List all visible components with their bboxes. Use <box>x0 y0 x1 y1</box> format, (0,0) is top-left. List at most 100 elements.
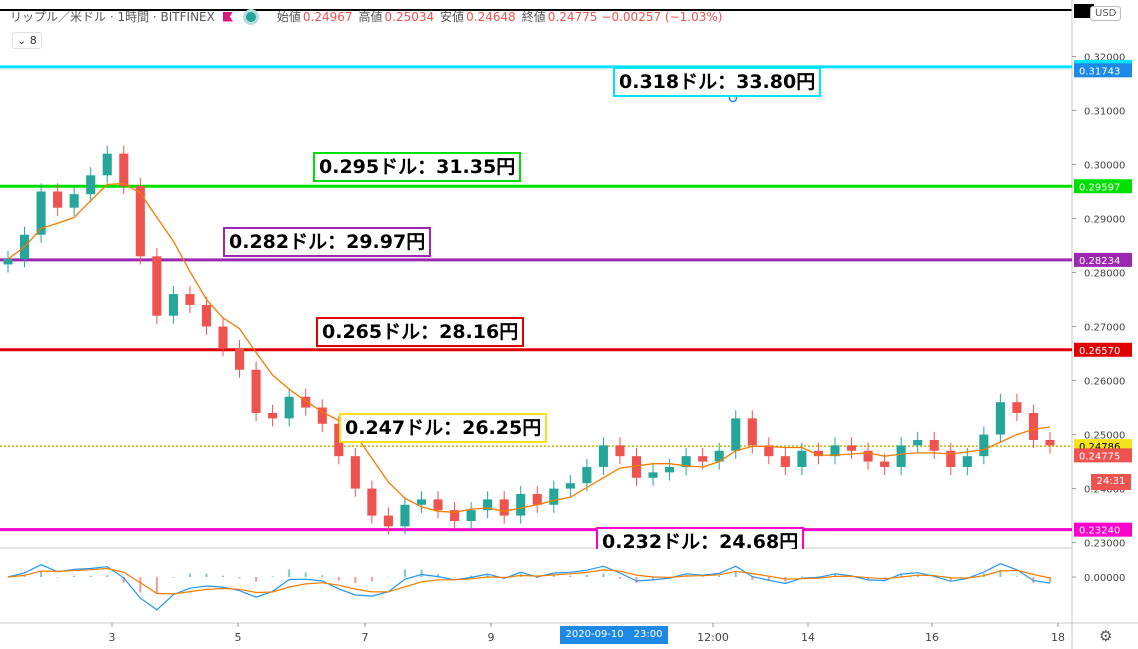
gear-icon[interactable]: ⚙ <box>1099 627 1113 645</box>
y-tick-label-2: 0.30000 <box>1084 160 1125 171</box>
y-tick-label-0: 0.32000 <box>1084 52 1125 63</box>
osc-hist-22 <box>370 577 373 582</box>
candle-body-56 <box>929 439 939 451</box>
candle-body-19 <box>317 407 327 424</box>
candle-body-53 <box>880 461 890 467</box>
close-value: 0.24775 <box>547 9 598 24</box>
osc-hist-42 <box>701 576 704 578</box>
high-label: 高値 <box>358 10 383 24</box>
candle-body-38 <box>631 456 642 478</box>
top-price-tag <box>1074 4 1094 18</box>
level-price-label-3-bg <box>1074 342 1132 357</box>
osc-hist-19 <box>321 575 324 577</box>
osc-hist-8 <box>139 577 142 593</box>
osc-signal-line <box>7 567 1051 595</box>
osc-hist-58 <box>966 577 969 578</box>
candle-body-36 <box>598 445 608 467</box>
level-price-label-2: 0.28234 <box>1079 256 1120 267</box>
bar-countdown: 24:31 <box>1091 474 1131 490</box>
osc-hist-2 <box>40 570 43 577</box>
annotation-0247[interactable]: 0.247ドル：26.25円 <box>339 413 548 443</box>
moving-average-line <box>7 182 1051 513</box>
osc-hist-0 <box>7 577 9 578</box>
osc-hist-6 <box>106 575 109 577</box>
candle-body-16 <box>268 412 278 419</box>
candle-body-54 <box>896 445 906 467</box>
x-tick-label-1: 5 <box>235 631 242 644</box>
osc-hist-44 <box>734 571 737 577</box>
candle-body-55 <box>913 439 923 446</box>
candle-body-20 <box>334 423 344 457</box>
osc-hist-16 <box>271 576 274 577</box>
y-tick-label-8: 0.24000 <box>1084 485 1125 496</box>
level-price-label-3: 0.26570 <box>1079 346 1120 357</box>
candle-body-7 <box>119 153 129 187</box>
candle-body-62 <box>1028 412 1039 440</box>
y-tick-label-7: 0.25000 <box>1084 431 1125 442</box>
osc-hist-10 <box>172 577 175 578</box>
symbol-title[interactable]: リップル／米ドル · 1時間 · BITFINEX <box>10 10 215 24</box>
osc-hist-5 <box>89 575 92 577</box>
x-tick-label-5: 14 <box>801 631 815 644</box>
candle-body-0 <box>3 259 13 265</box>
annotation-0265[interactable]: 0.265ドル：28.16円 <box>316 317 525 347</box>
osc-hist-36 <box>602 573 605 577</box>
candle-body-21 <box>350 456 360 489</box>
osc-hist-63 <box>1049 577 1051 583</box>
price-tag-1: 0.24786 <box>1079 442 1120 453</box>
osc-hist-3 <box>56 577 59 578</box>
candle-body-14 <box>235 348 245 370</box>
candle-body-47 <box>780 456 790 467</box>
price-tag-2-bg <box>1074 448 1132 463</box>
osc-hist-14 <box>238 577 241 579</box>
candle-body-42 <box>698 456 708 462</box>
currency-button[interactable]: USD <box>1090 6 1122 21</box>
candle-body-11 <box>185 294 195 305</box>
osc-hist-60 <box>999 569 1002 577</box>
osc-macd-line <box>7 563 1051 611</box>
osc-hist-57 <box>949 577 952 581</box>
crosshair-time-label: 2020-09-10 23:00 <box>560 626 668 644</box>
candle-body-46 <box>764 445 774 457</box>
candle-body-61 <box>1012 402 1022 413</box>
candle-body-9 <box>152 256 162 316</box>
annotation-0295[interactable]: 0.295ドル：31.35円 <box>313 152 522 182</box>
candle-body-60 <box>995 402 1005 435</box>
candle-body-45 <box>747 418 757 446</box>
close-label: 終値 <box>521 10 546 24</box>
osc-hist-39 <box>652 577 655 580</box>
osc-hist-24 <box>403 569 406 577</box>
level-price-label-2-bg <box>1074 252 1132 267</box>
candle-body-30 <box>499 499 509 516</box>
level-price-label-4-bg <box>1074 522 1132 537</box>
price-tag-0-bg <box>1074 63 1132 78</box>
candle-body-27 <box>450 510 460 521</box>
candle-body-31 <box>516 493 526 516</box>
osc-hist-56 <box>933 577 936 578</box>
osc-hist-21 <box>354 577 357 583</box>
annotation-0318[interactable]: 0.318ドル：33.80円 <box>613 67 822 97</box>
annotation-0232[interactable]: 0.232ドル：24.68円 <box>596 527 805 549</box>
osc-tick-label: 0.00000 <box>1084 573 1125 584</box>
candle-body-51 <box>846 445 857 451</box>
indicator-toggle[interactable]: ⌄ 8 <box>12 32 42 49</box>
osc-hist-17 <box>288 569 291 577</box>
candle-body-63 <box>1045 439 1055 446</box>
osc-hist-50 <box>833 574 836 577</box>
flag-icon[interactable] <box>222 11 233 22</box>
candle-body-35 <box>582 466 592 484</box>
candle-body-8 <box>135 186 145 257</box>
candle-body-18 <box>301 396 311 408</box>
candle-body-57 <box>946 450 956 467</box>
chevron-down-icon: ⌄ <box>17 34 27 47</box>
price-tag-2: 0.24775 <box>1079 451 1120 462</box>
candle-body-22 <box>367 488 377 516</box>
indicator-count: 8 <box>29 34 37 47</box>
level-price-label-1-bg <box>1074 179 1132 194</box>
candle-body-17 <box>284 396 294 419</box>
candle-body-44 <box>731 418 741 451</box>
osc-hist-37 <box>618 577 621 579</box>
annotation-0282[interactable]: 0.282ドル：29.97円 <box>223 227 432 257</box>
